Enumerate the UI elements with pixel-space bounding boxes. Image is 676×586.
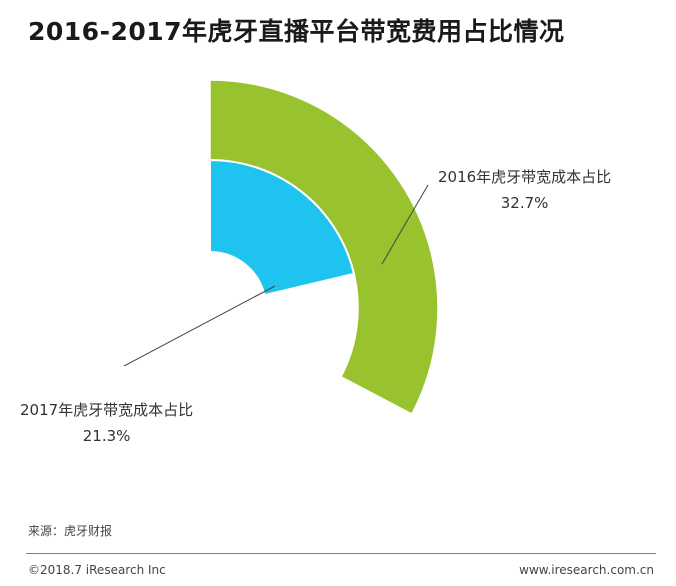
label-2016-value: 32.7%: [500, 194, 549, 212]
chart-title: 2016-2017年虎牙直播平台带宽费用占比情况: [28, 17, 565, 46]
label-2016: 2016年虎牙带宽成本占比 32.7%: [438, 164, 611, 216]
label-2017-value: 21.3%: [82, 427, 131, 445]
label-2017: 2017年虎牙带宽成本占比 21.3%: [20, 397, 193, 449]
leader-line-2016: [381, 184, 429, 265]
arc-2017-bandwidth: [209, 158, 356, 297]
footer-website: www.iresearch.com.cn: [519, 563, 654, 577]
label-2017-name: 2017年虎牙带宽成本占比: [20, 401, 194, 419]
source-note: 来源：虎牙财报: [28, 524, 113, 538]
leader-line-2017: [123, 285, 276, 367]
footer-copyright: ©2018.7 iResearch Inc: [28, 563, 166, 577]
footer-divider: [26, 553, 656, 554]
label-2016-name: 2016年虎牙带宽成本占比: [438, 168, 612, 186]
